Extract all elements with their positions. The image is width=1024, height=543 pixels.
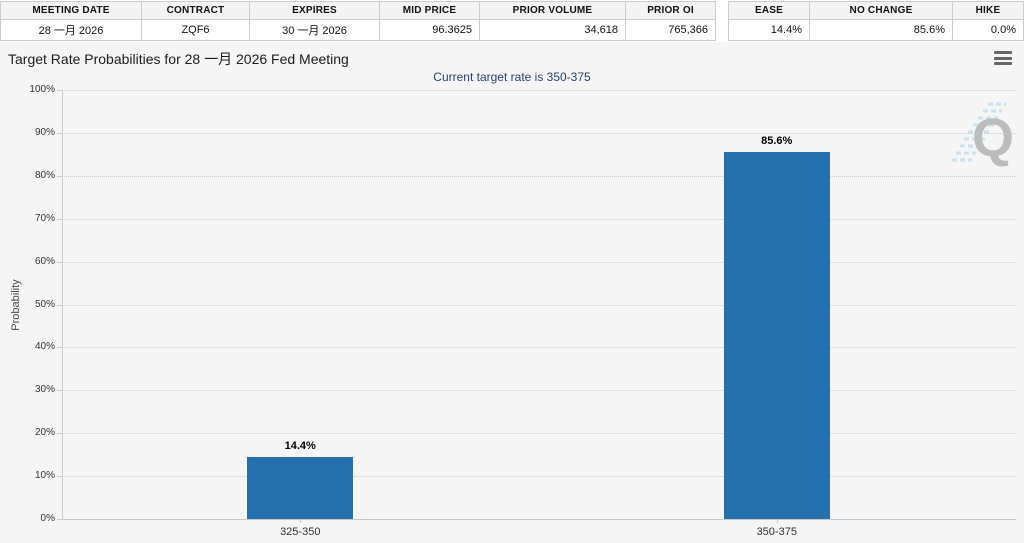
probability-bar[interactable] xyxy=(247,457,354,519)
y-axis-tick xyxy=(57,519,62,520)
y-axis-title: Probability xyxy=(10,278,22,331)
mid-price-value: 96.3625 xyxy=(380,20,480,40)
y-axis-tick xyxy=(57,261,62,263)
y-gridline xyxy=(62,390,1015,392)
y-axis-line xyxy=(62,90,63,519)
contract-quote-table: MEETING DATE CONTRACT EXPIRES MID PRICE … xyxy=(0,1,716,41)
chart-context-menu-button[interactable] xyxy=(993,50,1013,66)
expires-value: 30 一月 2026 xyxy=(250,20,380,40)
y-gridline xyxy=(62,175,1015,177)
watermark-letter: Q xyxy=(972,108,1014,168)
y-axis-tick-label: 50% xyxy=(34,298,55,310)
y-axis-tick xyxy=(57,476,62,478)
plot-area: 0% 10% 20% 30% 40% 50% 60% 70% 80% 90% 100% Probabi… xyxy=(0,42,1024,543)
prior-oi-value: 765,366 xyxy=(668,24,708,36)
y-axis-tick xyxy=(57,347,62,349)
y-gridline xyxy=(62,304,1015,306)
y-axis-tick-label: 90% xyxy=(34,126,55,138)
hamburger-menu-icon xyxy=(994,56,1012,60)
y-gridline xyxy=(62,433,1015,435)
quote-strip: MEETING DATE CONTRACT EXPIRES MID PRICE … xyxy=(0,0,1024,42)
rate-action-probability-table: EASE NO CHANGE HIKE 14.4% 85.6% 0.0% xyxy=(728,1,1024,41)
y-gridline xyxy=(62,347,1015,349)
action-table-value-row: 14.4% 85.6% 0.0% xyxy=(729,20,1023,40)
y-axis-tick-label: 70% xyxy=(34,212,55,224)
prior-volume-value: 34,618 xyxy=(480,20,626,40)
action-table-header-row: EASE NO CHANGE HIKE xyxy=(729,2,1023,20)
y-gridline xyxy=(62,261,1015,263)
col-header-meeting-date: MEETING DATE xyxy=(1,2,142,20)
y-axis-tick-label: 80% xyxy=(34,169,55,181)
probability-bar[interactable] xyxy=(723,151,830,519)
quikstrike-watermark-logo: Q xyxy=(952,102,1014,168)
y-gridline xyxy=(62,90,1015,91)
hamburger-menu-icon xyxy=(994,51,1012,54)
y-axis-tick xyxy=(57,90,62,91)
y-axis-tick xyxy=(57,218,62,220)
y-gridline xyxy=(62,132,1015,134)
x-axis-line xyxy=(62,519,1016,520)
y-axis-tick-label: 0% xyxy=(40,513,55,524)
quote-table-value-row: 28 一月 2026 ZQF6 30 一月 2026 96.3625 34,61… xyxy=(1,20,715,40)
bar-value-label: 14.4% xyxy=(284,440,316,453)
y-axis-tick-label: 60% xyxy=(34,255,55,267)
col-header-ease: EASE xyxy=(729,2,810,20)
y-axis-tick xyxy=(57,132,62,134)
col-header-expires: EXPIRES xyxy=(250,2,380,20)
hike-probability-value: 0.0% xyxy=(990,24,1016,36)
watermark-stripes xyxy=(952,102,1006,162)
col-header-prior-oi: PRIOR OI xyxy=(626,2,715,20)
y-axis-tick-label: 30% xyxy=(34,384,55,396)
no-change-probability-value: 85.6% xyxy=(810,20,953,40)
col-header-mid-price: MID PRICE xyxy=(380,2,480,20)
y-axis-tick xyxy=(57,390,62,392)
col-header-prior-volume: PRIOR VOLUME xyxy=(480,2,626,20)
y-axis-tick-label: 20% xyxy=(34,427,55,439)
y-gridline xyxy=(62,218,1015,220)
y-axis-tick xyxy=(57,175,62,177)
col-header-no-change: NO CHANGE xyxy=(810,2,953,20)
y-axis-tick-label: 100% xyxy=(29,84,55,95)
y-axis-tick xyxy=(57,304,62,306)
bar-value-label: 85.6% xyxy=(761,134,793,147)
x-axis-category-label: 325-350 xyxy=(280,526,321,538)
col-header-contract: CONTRACT xyxy=(142,2,250,20)
col-header-hike: HIKE xyxy=(953,2,1023,20)
chart-title: Target Rate Probabilities for 28 一月 2026… xyxy=(8,51,349,67)
x-axis-tick xyxy=(300,519,302,523)
y-gridline xyxy=(62,476,1015,478)
hamburger-menu-icon xyxy=(994,62,1012,65)
y-axis-tick xyxy=(57,433,62,435)
chart-subtitle: Current target rate is 350-375 xyxy=(433,70,591,84)
probability-chart: Target Rate Probabilities for 28 一月 2026… xyxy=(0,42,1024,543)
x-axis-tick xyxy=(776,519,778,523)
y-axis-tick-label: 10% xyxy=(34,470,55,482)
ease-probability-value: 14.4% xyxy=(729,20,810,40)
contract-value: ZQF6 xyxy=(142,20,250,40)
x-axis-category-label: 350-375 xyxy=(756,526,797,538)
quote-table-header-row: MEETING DATE CONTRACT EXPIRES MID PRICE … xyxy=(1,2,715,20)
y-axis-tick-label: 40% xyxy=(34,341,55,353)
meeting-date-value: 28 一月 2026 xyxy=(1,20,142,40)
